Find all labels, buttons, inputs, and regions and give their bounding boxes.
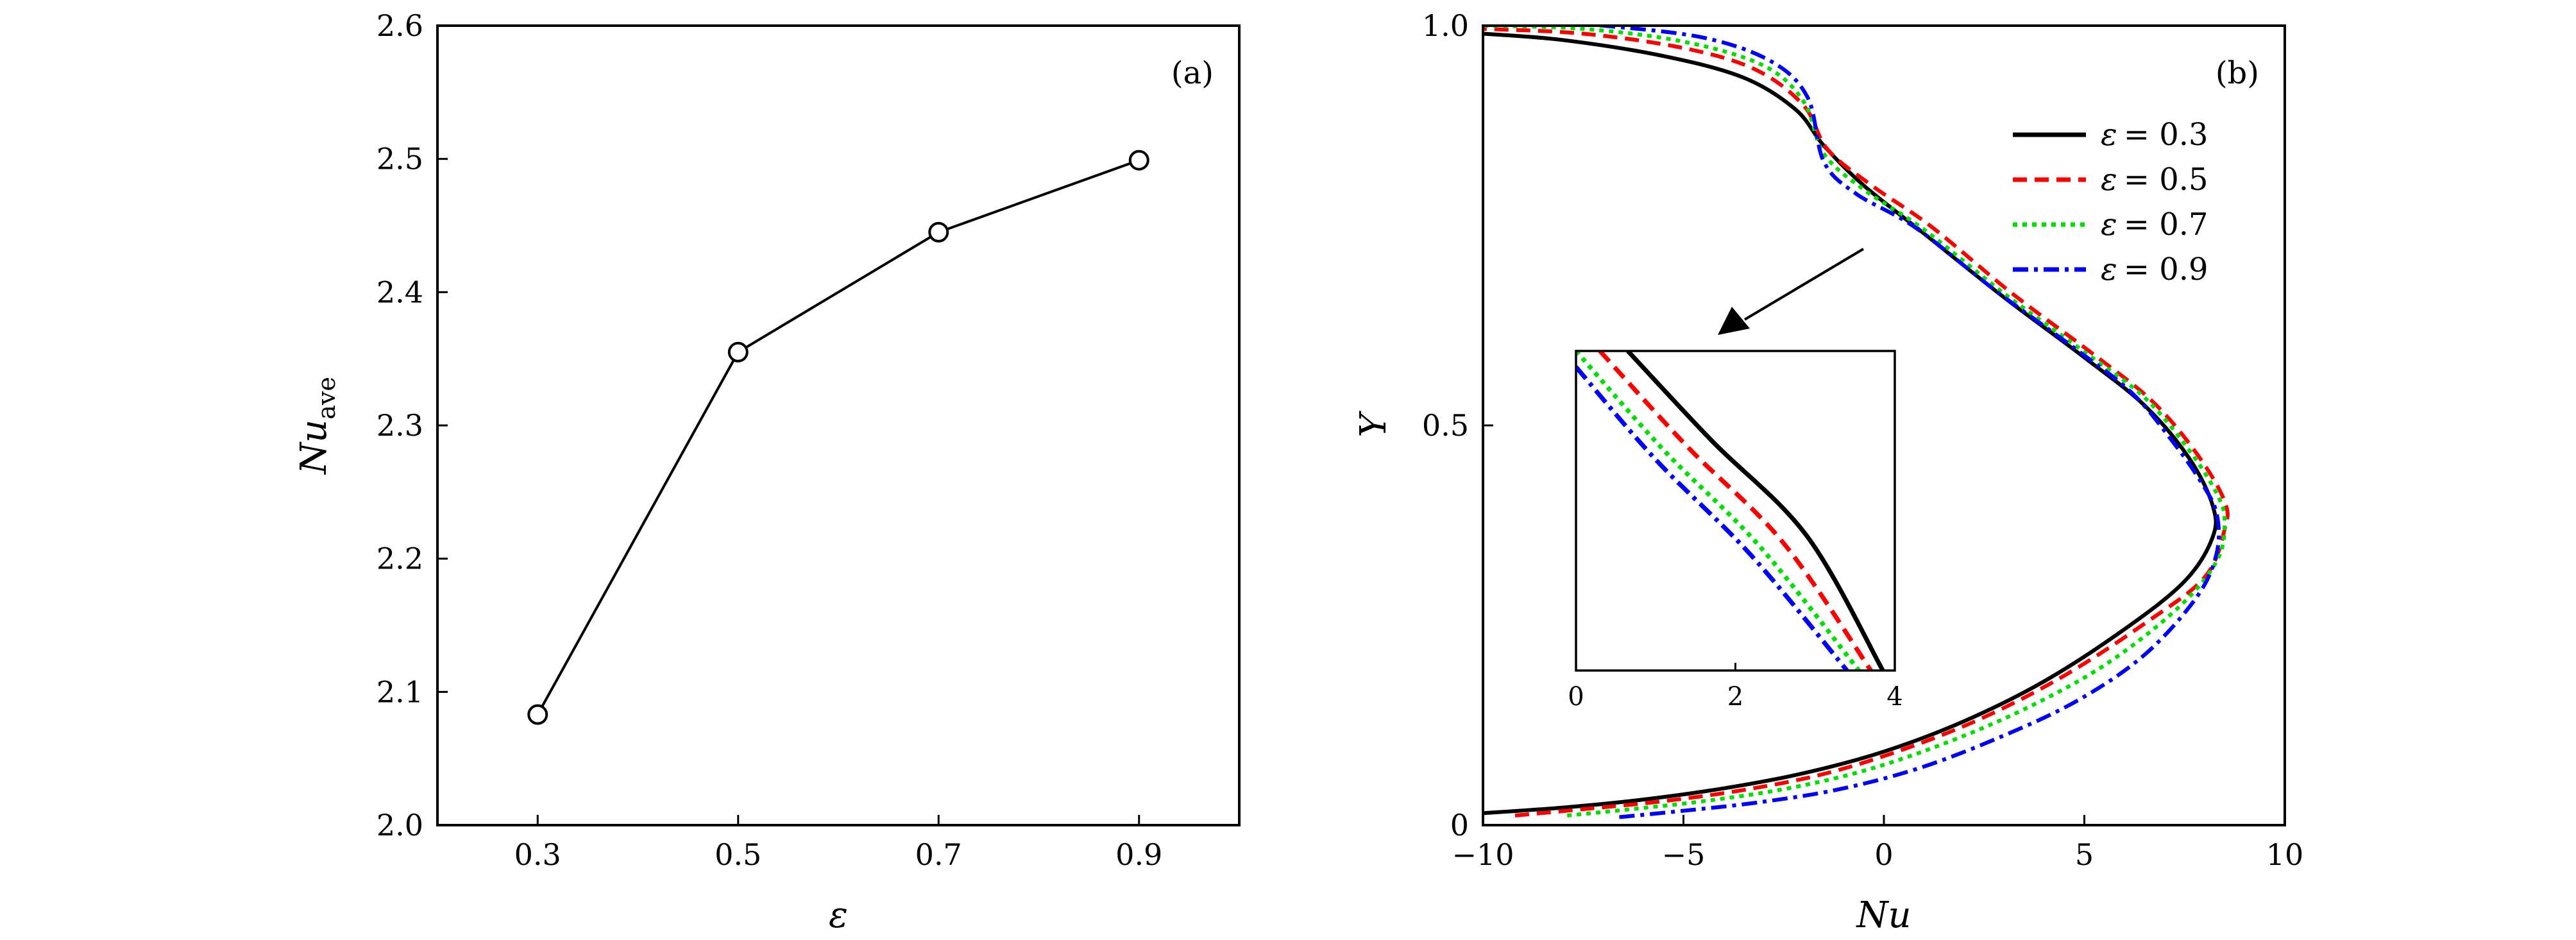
inset-pointer-arrow xyxy=(1718,248,1865,335)
panel-b-y-tick-label: 0.5 xyxy=(1422,408,1469,443)
legend-entry-label: ε = 0.3 xyxy=(2101,117,2208,153)
legend-entry-symbol: ε xyxy=(2101,117,2117,153)
panel-b-x-axis-title: Nu xyxy=(1855,894,1911,936)
panel-b-series-line xyxy=(1483,26,2230,818)
panel-a-x-tick-label: 0.5 xyxy=(715,837,761,872)
legend-entry-value: = 0.3 xyxy=(2124,117,2208,153)
panel-b-series-line xyxy=(1576,26,2221,819)
panel-a-y-tick-label: 2.4 xyxy=(377,275,423,309)
panel-a-label: (a) xyxy=(1171,55,1214,91)
panel-a-x-tick-label: 0.7 xyxy=(915,837,962,872)
inset-ticks: 0 2 4 xyxy=(1568,663,1903,712)
panel-a-data-point xyxy=(527,704,548,725)
panel-a-y-tick-label: 2.5 xyxy=(377,142,423,176)
panel-a-y-axis-title-main: Nu xyxy=(293,420,335,475)
inset-x-tick-label: 4 xyxy=(1886,682,1902,712)
arrow-shaft xyxy=(1743,248,1865,321)
legend-entry-value: = 0.7 xyxy=(2124,207,2208,243)
legend-entry-symbol: ε xyxy=(2101,162,2117,198)
inset-series-line xyxy=(1598,351,1873,671)
panel-a-frame xyxy=(436,24,1241,826)
panel-b-series-line xyxy=(1483,31,2218,816)
arrow-head xyxy=(1718,307,1750,335)
panel-a-series xyxy=(536,158,1140,715)
panel-b-series xyxy=(1483,26,2230,819)
panel-a: 0.3 0.5 0.7 0.92.02.12.22.32.42.52.6 (a) ε … xyxy=(293,8,1241,936)
panel-a-y-tick-label: 2.2 xyxy=(377,542,423,576)
panel-b-inset: 0 2 4 xyxy=(1568,350,1903,712)
panel-a-markers xyxy=(527,150,1149,725)
panel-a-y-tick-label: 2.3 xyxy=(377,408,423,443)
panel-b-x-tick-label: 5 xyxy=(2075,837,2094,872)
panel-a-y-tick-label: 2.1 xyxy=(377,674,423,709)
panel-b-x-tick-label: 0 xyxy=(1874,837,1893,872)
panel-b-ticks: −10 −5 0 5 10 0 0.5 1.0 xyxy=(1422,8,2303,872)
panel-b-y-tick-label: 1.0 xyxy=(1422,8,1469,43)
panel-a-x-tick-label: 0.3 xyxy=(514,837,561,872)
panel-a-data-point xyxy=(727,341,749,363)
inset-series-line xyxy=(1576,351,1861,671)
legend-entry-symbol: ε xyxy=(2101,207,2117,243)
panel-a-y-axis-title-sub: ave xyxy=(312,377,341,420)
legend-entry-symbol: ε xyxy=(2101,252,2117,287)
legend-entry-value: = 0.9 xyxy=(2124,252,2208,287)
legend-entry-label: ε = 0.9 xyxy=(2101,252,2208,287)
legend-entry-value: = 0.5 xyxy=(2124,162,2208,198)
panel-b-y-axis-title: Y xyxy=(1353,410,1394,437)
inset-x-tick-label: 0 xyxy=(1568,682,1584,712)
legend-entry-label: ε = 0.7 xyxy=(2101,207,2208,243)
panel-b-legend: ε = 0.3ε = 0.5ε = 0.7ε = 0.9 xyxy=(2013,117,2208,287)
legend-entry-label: ε = 0.5 xyxy=(2101,162,2208,198)
panel-a-y-axis-title: Nuave xyxy=(293,377,341,475)
inset-series-line xyxy=(1626,351,1885,671)
panel-a-data-point xyxy=(928,221,949,243)
panel-a-line xyxy=(536,158,1140,715)
panel-b-y-tick-label: 0 xyxy=(1450,808,1469,842)
panel-a-ticks: 0.3 0.5 0.7 0.9 2.0 2.1 2.2 2.3 2.4 2.5 2.6 xyxy=(377,8,1162,872)
panel-a-x-axis-title: ε xyxy=(829,894,848,936)
panel-a-x-tick-label: 0.9 xyxy=(1115,837,1162,872)
panel-a-y-tick-label: 2.0 xyxy=(377,808,423,842)
panel-b-series-line xyxy=(1483,26,2227,818)
panel-b-label: (b) xyxy=(2216,55,2259,91)
panel-b-x-tick-label: −10 xyxy=(1452,837,1514,872)
inset-x-tick-label: 2 xyxy=(1727,682,1743,712)
panel-a-data-point xyxy=(1128,150,1149,171)
panel-a-y-tick-label: 2.6 xyxy=(377,8,423,43)
panel-b-x-tick-label: 10 xyxy=(2266,837,2304,872)
panel-b-x-tick-label: −5 xyxy=(1662,837,1706,872)
inset-background xyxy=(1576,351,1895,671)
inset-series xyxy=(1576,351,1885,671)
inset-series-line xyxy=(1576,365,1849,671)
